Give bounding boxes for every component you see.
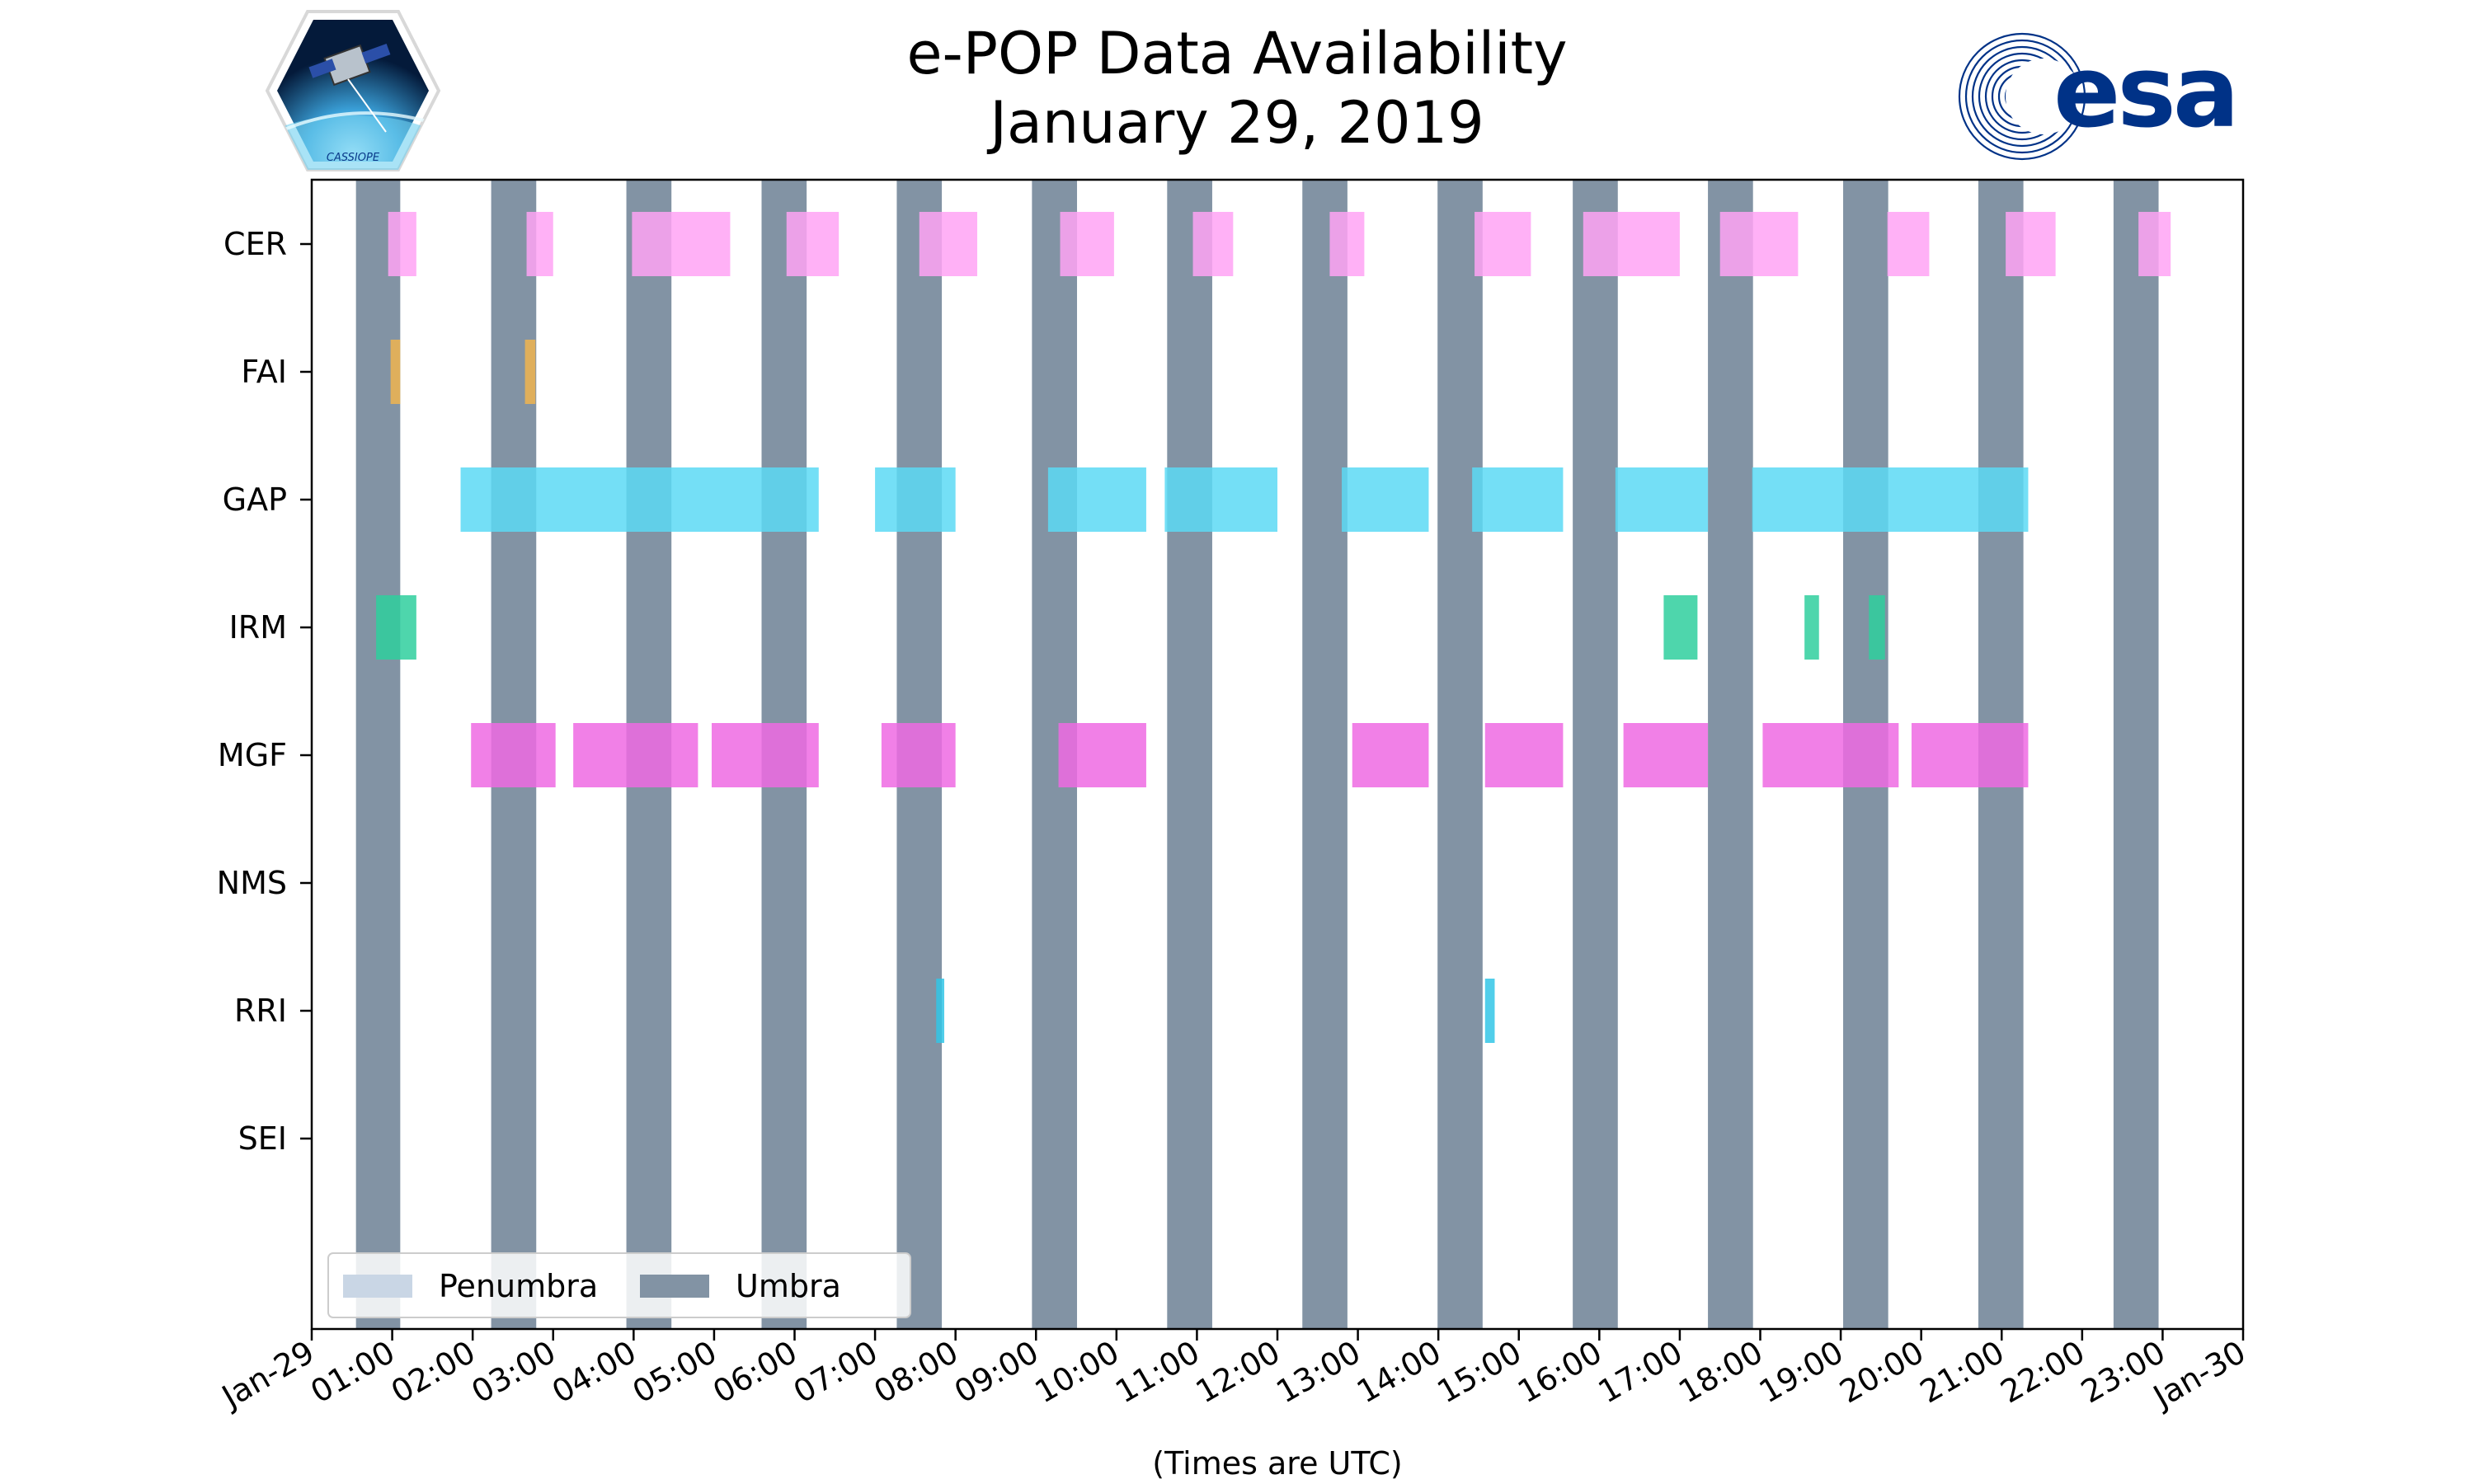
y-tick-label-nms: NMS <box>217 865 287 901</box>
x-tick-label-11: 11:00 <box>1109 1334 1206 1411</box>
umbra-band-13 <box>2113 180 2159 1329</box>
x-tick-label-7: 07:00 <box>788 1334 884 1411</box>
x-tick-label-24: Jan-30 <box>2146 1334 2251 1416</box>
x-tick-label-16: 16:00 <box>1512 1334 1608 1411</box>
bar-mgf-0 <box>471 723 556 787</box>
x-tick-label-0: Jan-29 <box>214 1334 320 1416</box>
umbra-band-6 <box>1167 180 1212 1329</box>
bar-cer-11 <box>1887 212 1930 276</box>
instrument-bars <box>376 212 2171 1043</box>
esa-wordmark: esa <box>2053 35 2236 150</box>
bar-mgf-3 <box>881 723 956 787</box>
bar-mgf-2 <box>711 723 819 787</box>
x-tick-label-19: 19:00 <box>1753 1334 1850 1411</box>
bar-gap-5 <box>1472 467 1564 532</box>
bar-mgf-7 <box>1623 723 1709 787</box>
x-tick-label-4: 04:00 <box>546 1334 642 1411</box>
x-tick-label-12: 12:00 <box>1190 1334 1286 1411</box>
legend-label-penumbra: Penumbra <box>439 1268 598 1304</box>
chart-title: e-POP Data Availability <box>906 20 1568 87</box>
bar-gap-0 <box>460 467 819 532</box>
x-tick-label-15: 15:00 <box>1431 1334 1527 1411</box>
legend-swatch-penumbra <box>343 1275 412 1298</box>
cassiope-caption: CASSIOPE <box>327 152 380 164</box>
bar-irm-0 <box>376 595 416 660</box>
bar-rri-1 <box>1484 979 1495 1043</box>
bar-cer-12 <box>2006 212 2056 276</box>
bar-cer-3 <box>786 212 840 276</box>
legend: Penumbra Umbra <box>327 1252 911 1318</box>
bar-rri-0 <box>936 979 945 1043</box>
esa-logo: esa <box>1958 32 2240 161</box>
bar-cer-9 <box>1583 212 1680 276</box>
bar-fai-1 <box>524 340 536 404</box>
bar-cer-6 <box>1192 212 1234 276</box>
bar-irm-3 <box>1869 595 1885 660</box>
chart-subtitle: January 29, 2019 <box>990 89 1484 157</box>
umbra-band-7 <box>1302 180 1348 1329</box>
bar-mgf-6 <box>1484 723 1564 787</box>
x-tick-label-1: 01:00 <box>304 1334 401 1411</box>
bar-cer-4 <box>919 212 978 276</box>
y-tick-label-fai: FAI <box>241 354 287 390</box>
bar-mgf-1 <box>573 723 698 787</box>
umbra-band-9 <box>1573 180 1618 1329</box>
x-tick-label-21: 21:00 <box>1914 1334 2011 1411</box>
x-tick-label-8: 08:00 <box>868 1334 964 1411</box>
bar-gap-1 <box>875 467 956 532</box>
bar-irm-1 <box>1663 595 1698 660</box>
x-tick-label-9: 09:00 <box>948 1334 1045 1411</box>
bar-cer-2 <box>632 212 731 276</box>
bar-gap-3 <box>1164 467 1277 532</box>
x-tick-label-20: 20:00 <box>1833 1334 1930 1411</box>
bar-mgf-4 <box>1058 723 1146 787</box>
bar-cer-8 <box>1475 212 1531 276</box>
bar-mgf-8 <box>1762 723 1899 787</box>
x-axis: Jan-2901:0002:0003:0004:0005:0006:0007:0… <box>214 1329 2252 1416</box>
x-tick-label-17: 17:00 <box>1592 1334 1689 1411</box>
bar-gap-4 <box>1342 467 1429 532</box>
legend-box <box>327 1252 911 1318</box>
x-tick-label-13: 13:00 <box>1270 1334 1366 1411</box>
bar-cer-0 <box>388 212 416 276</box>
legend-swatch-umbra <box>640 1275 709 1298</box>
x-tick-label-10: 10:00 <box>1028 1334 1125 1411</box>
x-tick-label-6: 06:00 <box>707 1334 803 1411</box>
bar-gap-2 <box>1047 467 1146 532</box>
x-tick-label-18: 18:00 <box>1672 1334 1769 1411</box>
bar-mgf-5 <box>1352 723 1429 787</box>
umbra-band-8 <box>1437 180 1483 1329</box>
x-tick-label-5: 05:00 <box>627 1334 723 1411</box>
bar-cer-10 <box>1719 212 1799 276</box>
y-tick-label-gap: GAP <box>223 481 287 518</box>
cassiope-logo: CASSIOPE <box>265 10 441 171</box>
bar-cer-1 <box>526 212 553 276</box>
y-tick-label-sei: SEI <box>238 1120 287 1157</box>
legend-label-umbra: Umbra <box>736 1268 841 1304</box>
x-tick-label-14: 14:00 <box>1351 1334 1447 1411</box>
x-tick-label-2: 02:00 <box>385 1334 482 1411</box>
bar-gap-6 <box>1615 467 1709 532</box>
umbra-band-10 <box>1708 180 1753 1329</box>
bar-gap-7 <box>1752 467 2029 532</box>
bar-cer-13 <box>2138 212 2171 276</box>
y-tick-label-irm: IRM <box>229 609 287 646</box>
y-tick-label-cer: CER <box>223 226 287 262</box>
x-axis-label: (Times are UTC) <box>1152 1445 1402 1482</box>
bar-irm-2 <box>1804 595 1819 660</box>
y-tick-label-mgf: MGF <box>218 737 287 773</box>
y-axis: CER FAI GAP IRM MGF NMS RRI SEI <box>217 226 312 1157</box>
x-tick-label-22: 22:00 <box>1994 1334 2091 1411</box>
bar-cer-7 <box>1329 212 1365 276</box>
bar-cer-5 <box>1060 212 1114 276</box>
y-tick-label-rri: RRI <box>234 993 287 1029</box>
x-tick-label-3: 03:00 <box>465 1334 562 1411</box>
bar-fai-0 <box>390 340 401 404</box>
bar-mgf-9 <box>1911 723 2029 787</box>
